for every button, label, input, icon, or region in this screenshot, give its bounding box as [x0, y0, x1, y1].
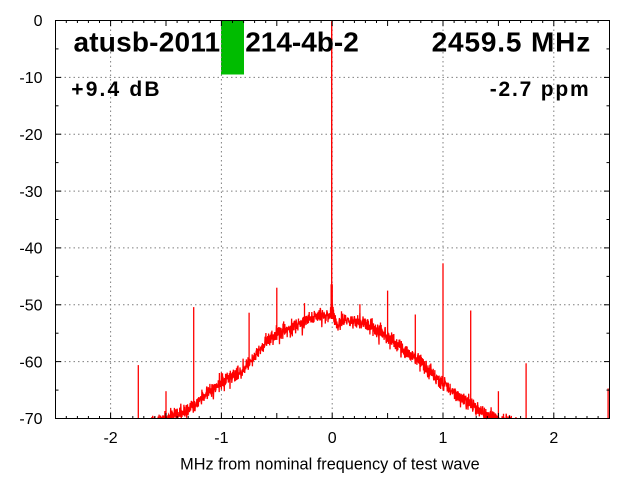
svg-text:-20: -20 — [19, 127, 42, 144]
svg-text:2: 2 — [549, 430, 558, 447]
svg-text:1: 1 — [439, 430, 448, 447]
svg-text:2459.5 MHz: 2459.5 MHz — [432, 27, 591, 58]
svg-text:-40: -40 — [19, 241, 42, 258]
svg-text:-10: -10 — [19, 70, 42, 87]
svg-text:MHz from nominal frequency of: MHz from nominal frequency of test wave — [180, 456, 480, 474]
svg-text:0: 0 — [34, 13, 43, 30]
svg-text:atusb-2011: atusb-2011 — [74, 27, 221, 58]
svg-text:0: 0 — [328, 430, 337, 447]
svg-text:-2: -2 — [103, 430, 117, 447]
svg-text:-70: -70 — [19, 411, 42, 428]
svg-text:-2.7 ppm: -2.7 ppm — [490, 78, 591, 101]
svg-text:214-4b-2: 214-4b-2 — [245, 27, 359, 58]
svg-text:-1: -1 — [214, 430, 228, 447]
svg-text:-60: -60 — [19, 354, 42, 371]
svg-text:+9.4 dB: +9.4 dB — [71, 78, 161, 101]
svg-text:-30: -30 — [19, 184, 42, 201]
svg-text:-50: -50 — [19, 298, 42, 315]
